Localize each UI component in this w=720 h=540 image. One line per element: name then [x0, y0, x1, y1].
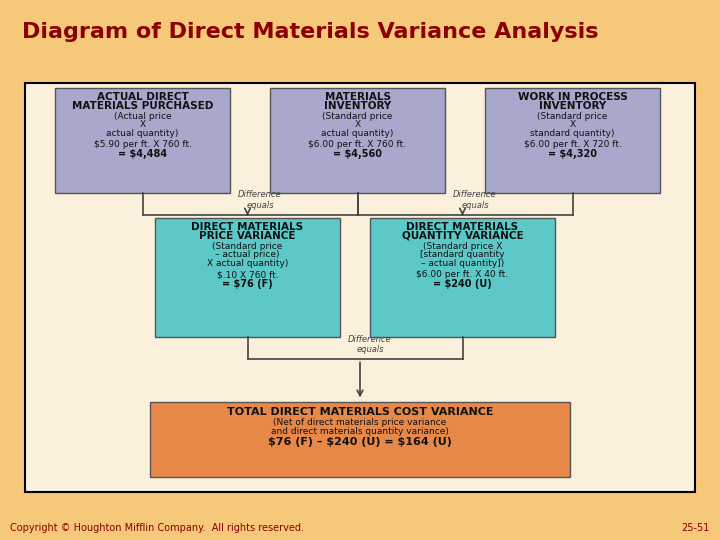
- Text: ACTUAL DIRECT: ACTUAL DIRECT: [96, 92, 189, 102]
- Text: $6.00 per ft. X 760 ft.: $6.00 per ft. X 760 ft.: [308, 140, 407, 149]
- Text: = $76 (F): = $76 (F): [222, 279, 273, 288]
- Text: (Standard price: (Standard price: [537, 112, 608, 121]
- Text: = $240 (U): = $240 (U): [433, 279, 492, 288]
- Text: Difference
equals: Difference equals: [453, 190, 497, 210]
- Text: standard quantity): standard quantity): [530, 129, 615, 138]
- Text: X actual quantity): X actual quantity): [207, 259, 288, 268]
- Text: Difference
equals: Difference equals: [238, 190, 282, 210]
- Text: $5.90 per ft. X 760 ft.: $5.90 per ft. X 760 ft.: [94, 140, 192, 149]
- FancyBboxPatch shape: [155, 218, 340, 338]
- Text: (Net of direct materials price variance: (Net of direct materials price variance: [274, 418, 446, 427]
- Text: X: X: [354, 120, 361, 129]
- FancyBboxPatch shape: [25, 83, 695, 492]
- Text: (Standard price: (Standard price: [323, 112, 392, 121]
- Text: – actual price): – actual price): [215, 250, 280, 259]
- Text: (Actual price: (Actual price: [114, 112, 171, 121]
- FancyBboxPatch shape: [55, 88, 230, 193]
- Text: INVENTORY: INVENTORY: [539, 101, 606, 111]
- Text: Copyright © Houghton Mifflin Company.  All rights reserved.: Copyright © Houghton Mifflin Company. Al…: [10, 523, 304, 533]
- Text: PRICE VARIANCE: PRICE VARIANCE: [199, 231, 296, 241]
- Text: actual quantity): actual quantity): [321, 129, 394, 138]
- Text: 25-51: 25-51: [682, 523, 710, 533]
- Text: QUANTITY VARIANCE: QUANTITY VARIANCE: [402, 231, 523, 241]
- Text: DIRECT MATERIALS: DIRECT MATERIALS: [192, 221, 304, 232]
- Text: INVENTORY: INVENTORY: [324, 101, 391, 111]
- Text: $6.00 per ft. X 720 ft.: $6.00 per ft. X 720 ft.: [523, 140, 621, 149]
- Text: = $4,560: = $4,560: [333, 149, 382, 159]
- Text: $76 (F) – $240 (U) = $164 (U): $76 (F) – $240 (U) = $164 (U): [268, 437, 452, 447]
- Text: Difference
equals: Difference equals: [348, 335, 392, 354]
- Text: WORK IN PROCESS: WORK IN PROCESS: [518, 92, 627, 102]
- FancyBboxPatch shape: [270, 88, 445, 193]
- Text: $6.00 per ft. X 40 ft.: $6.00 per ft. X 40 ft.: [416, 270, 508, 279]
- Text: MATERIALS: MATERIALS: [325, 92, 390, 102]
- Text: = $4,484: = $4,484: [118, 149, 167, 159]
- Text: TOTAL DIRECT MATERIALS COST VARIANCE: TOTAL DIRECT MATERIALS COST VARIANCE: [227, 407, 493, 417]
- Text: (Standard price X: (Standard price X: [423, 241, 502, 251]
- FancyBboxPatch shape: [485, 88, 660, 193]
- Text: X: X: [570, 120, 575, 129]
- Text: [standard quantity: [standard quantity: [420, 250, 505, 259]
- Text: and direct materials quantity variance): and direct materials quantity variance): [271, 427, 449, 436]
- Text: (Standard price: (Standard price: [212, 241, 283, 251]
- Text: $.10 X 760 ft.: $.10 X 760 ft.: [217, 270, 279, 279]
- Text: MATERIALS PURCHASED: MATERIALS PURCHASED: [72, 101, 213, 111]
- FancyBboxPatch shape: [370, 218, 555, 338]
- Text: = $4,320: = $4,320: [548, 149, 597, 159]
- Text: – actual quantity]): – actual quantity]): [421, 259, 504, 268]
- Text: DIRECT MATERIALS: DIRECT MATERIALS: [406, 221, 518, 232]
- FancyBboxPatch shape: [150, 402, 570, 477]
- Text: actual quantity): actual quantity): [107, 129, 179, 138]
- Text: X: X: [140, 120, 145, 129]
- Text: Diagram of Direct Materials Variance Analysis: Diagram of Direct Materials Variance Ana…: [22, 22, 598, 43]
